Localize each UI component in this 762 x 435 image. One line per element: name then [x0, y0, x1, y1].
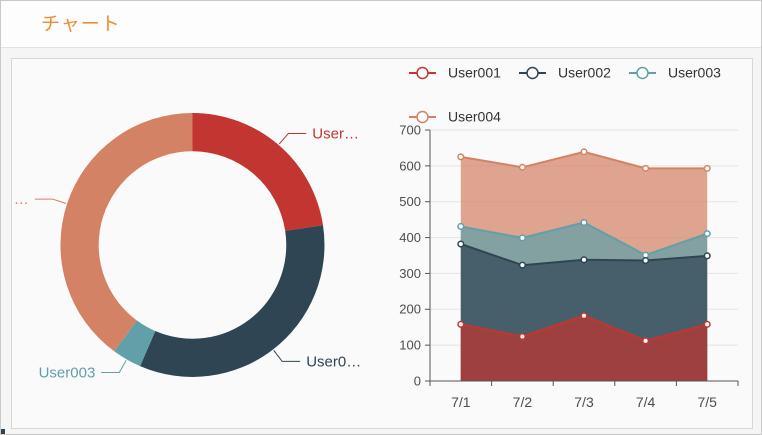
legend-item-user004[interactable]: User004	[409, 109, 501, 125]
data-point-user001-7/3[interactable]	[580, 312, 588, 320]
donut-label-line-user003	[101, 360, 127, 373]
legend-item-user003[interactable]: User003	[629, 65, 721, 81]
x-axis-label: 7/4	[636, 394, 656, 410]
y-axis-label: 200	[399, 302, 421, 317]
data-point-user003-7/5[interactable]	[703, 230, 711, 238]
y-axis-label: 300	[399, 266, 421, 281]
donut-label-line-user002	[273, 349, 301, 362]
donut-slice-user003[interactable]	[114, 320, 156, 367]
donut-label-user002: User0…	[306, 353, 361, 370]
legend-item-user001[interactable]: User001	[409, 65, 501, 81]
data-point-user004-7/2[interactable]	[518, 163, 526, 171]
data-point-user002-7/4[interactable]	[642, 256, 650, 265]
data-point-user004-7/3[interactable]	[580, 148, 588, 156]
line-chart[interactable]: User001 User002 User003 User004 0 100 200 300 40…	[382, 59, 753, 428]
donut-label-user001: User…	[312, 125, 359, 142]
data-point-user004-7/4[interactable]	[642, 164, 650, 172]
legend-label: User003	[668, 65, 721, 81]
page-title: チャート	[41, 14, 121, 35]
area-user001[interactable]	[460, 315, 708, 381]
legend-item-user002[interactable]: User002	[519, 65, 611, 81]
data-point-user001-7/1[interactable]	[457, 320, 465, 328]
donut-label-user004: …	[14, 191, 29, 208]
legend-label: User002	[558, 65, 611, 81]
data-point-user001-7/2[interactable]	[518, 332, 526, 341]
x-axis-label: 7/2	[513, 394, 533, 410]
y-axis-label: 500	[399, 194, 421, 209]
data-point-user001-7/5[interactable]	[703, 320, 711, 328]
legend-label: User001	[448, 65, 501, 81]
donut-slice-user004[interactable]	[60, 113, 193, 352]
donut-label-line-user001	[278, 133, 307, 145]
y-axis-label: 400	[399, 230, 421, 245]
data-point-user003-7/2[interactable]	[518, 234, 526, 242]
donut-slice-user001[interactable]	[192, 113, 324, 231]
data-point-user002-7/2[interactable]	[518, 261, 526, 269]
data-point-user002-7/1[interactable]	[457, 240, 465, 248]
donut-chart-panel: User… User0… User003 …	[12, 59, 382, 428]
x-axis-label: 7/5	[697, 394, 717, 410]
data-point-user004-7/1[interactable]	[457, 153, 465, 161]
legend-circle-marker-icon	[416, 110, 429, 124]
y-axis-label: 100	[399, 338, 421, 353]
donut-label-user003: User003	[39, 364, 96, 381]
data-point-user003-7/3[interactable]	[580, 218, 588, 227]
y-axis-label: 700	[399, 122, 421, 137]
legend-label: User004	[448, 109, 501, 125]
y-axis-label: 0	[414, 373, 421, 388]
line-chart-panel: User001 User002 User003 User004 0 100 200 300 40…	[382, 59, 753, 428]
y-axis-label: 600	[399, 158, 421, 173]
charts-container: User… User0… User003… User001 User002 User00…	[11, 58, 753, 429]
legend-circle-marker-icon	[636, 66, 649, 80]
donut-chart[interactable]: User… User0… User003 …	[12, 59, 382, 428]
data-point-user002-7/5[interactable]	[703, 252, 711, 260]
x-axis-label: 7/3	[574, 394, 594, 410]
donut-slice-user002[interactable]	[140, 225, 325, 377]
donut-label-line-user004	[34, 198, 67, 204]
x-axis-label: 7/1	[451, 394, 471, 410]
data-point-user004-7/5[interactable]	[703, 164, 711, 172]
legend-circle-marker-icon	[416, 66, 429, 80]
legend-circle-marker-icon	[526, 66, 539, 80]
data-point-user002-7/3[interactable]	[580, 256, 588, 264]
data-point-user001-7/4[interactable]	[642, 337, 650, 345]
corner-dark-notch	[1, 429, 5, 434]
page-header: チャート	[1, 1, 761, 48]
data-point-user003-7/1[interactable]	[457, 222, 465, 231]
